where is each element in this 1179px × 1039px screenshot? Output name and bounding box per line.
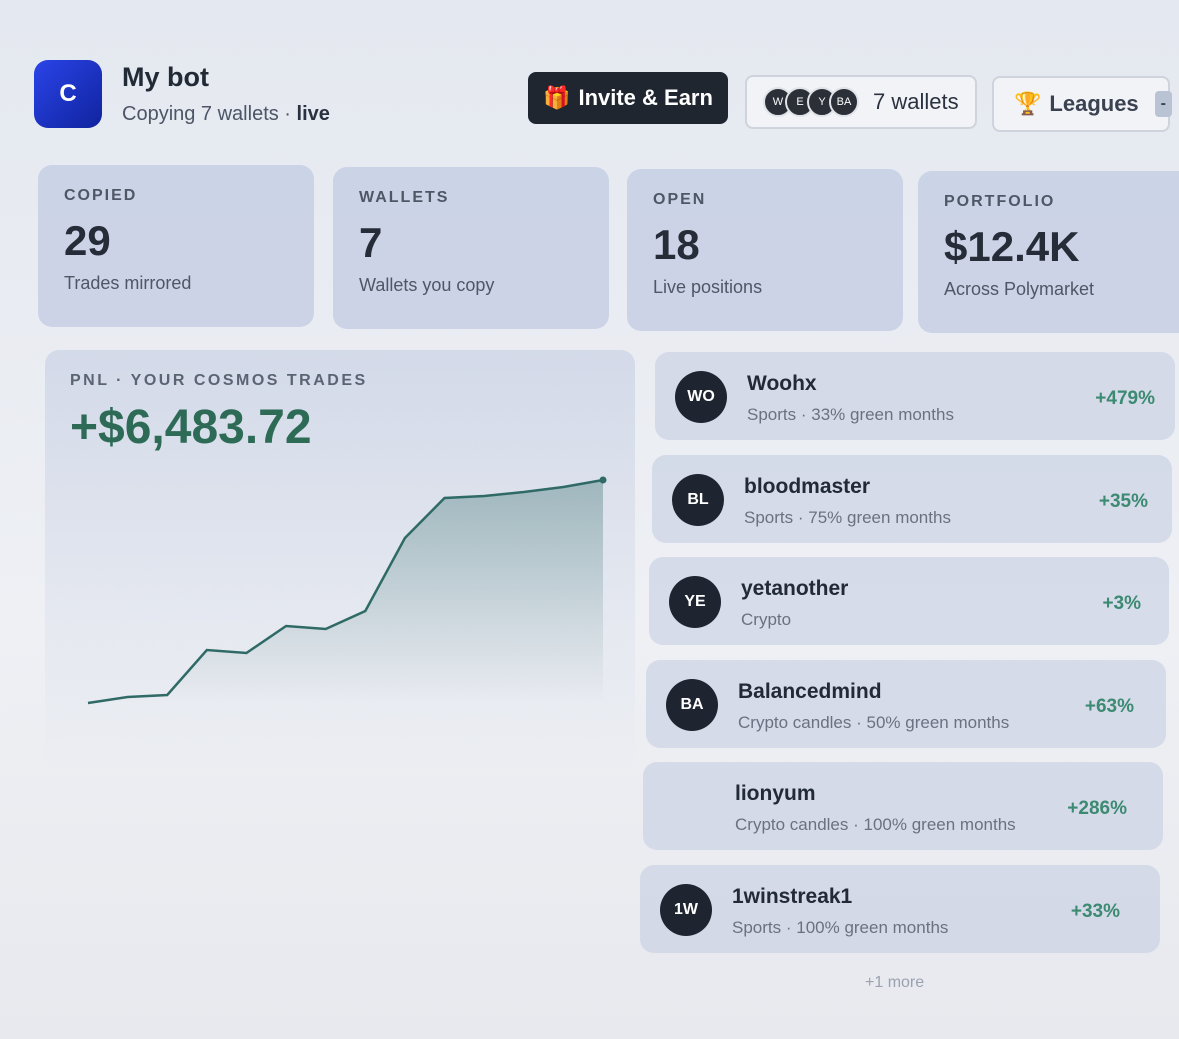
stat-caption: Live positions (653, 277, 763, 297)
wallet-name: yetanother (741, 577, 849, 600)
wallet-row[interactable]: WO Woohx Sports · 33% green months +479% (655, 352, 1175, 440)
stat-label: COPIED (64, 187, 138, 204)
wallet-return: +63% (1084, 695, 1134, 717)
wallets-label: 7 wallets (873, 89, 959, 114)
wallet-row[interactable]: YE yetanother Crypto +3% (649, 557, 1169, 645)
pnl-area (88, 480, 603, 703)
stat-card: OPEN 18 Live positions (627, 169, 903, 331)
wallet-avatar: WO (675, 371, 727, 423)
wallet-meta: Crypto candles · 100% green months (735, 815, 1016, 834)
bot-title: My bot (122, 62, 209, 92)
wallet-meta: Sports · 75% green months (744, 507, 951, 527)
more-link[interactable]: +1 more (865, 974, 925, 991)
logo: C (34, 60, 102, 128)
wallet-row[interactable]: BL bloodmaster Sports · 75% green months +3… (652, 454, 1172, 543)
wallet-return: +286% (1067, 798, 1127, 819)
wallet-row[interactable]: 1W 1winstreak1 Sports · 100% green months +… (640, 864, 1160, 953)
wallet-row[interactable]: BA Balancedmind Crypto candles · 50% green… (646, 659, 1166, 748)
stat-value: 18 (653, 221, 700, 268)
invite-label: Invite & Earn (578, 85, 713, 110)
stat-caption: Wallets you copy (359, 275, 495, 295)
pnl-end-point (599, 476, 607, 484)
status: live (296, 103, 330, 125)
wallet-avatar: BA (829, 87, 859, 117)
wallet-avatar: YE (669, 576, 721, 628)
wallet-return: +479% (1095, 388, 1155, 409)
stat-card: PORTFOLIO $12.4K Across Polymarket (918, 171, 1179, 333)
stat-caption: Trades mirrored (64, 273, 192, 293)
stat-card: COPIED 29 Trades mirrored (38, 165, 314, 327)
stat-value: 7 (359, 219, 383, 266)
wallet-name: 1winstreak1 (732, 884, 853, 908)
wallet-name: Balancedmind (738, 679, 882, 703)
wallet-meta: Crypto candles · 50% green months (738, 712, 1010, 732)
wallet-avatar: BL (672, 473, 724, 526)
stat-value: $12.4K (944, 223, 1080, 270)
wallet-return: +3% (1102, 593, 1141, 614)
wallet-meta: Sports · 100% green months (732, 917, 949, 937)
pnl-total: +$6,483.72 (70, 401, 312, 454)
subtitle-text: Copying 7 wallets · (122, 103, 291, 125)
wallet-meta: Sports · 33% green months (747, 405, 954, 424)
stat-label: OPEN (653, 191, 707, 208)
trophy-icon: 🏆 (1014, 91, 1042, 116)
wallet-name: Woohx (747, 372, 817, 395)
stat-label: PORTFOLIO (944, 193, 1056, 210)
subtitle: Copying 7 wallets · live (122, 103, 330, 126)
stat-value: 29 (64, 217, 111, 264)
wallet-name: lionyum (735, 782, 816, 805)
invite-button[interactable]: 🎁 Invite & Earn (528, 72, 728, 124)
pnl-title: PNL · YOUR COSMOS TRADES (70, 372, 368, 389)
wallet-row[interactable]: lionyum Crypto candles · 100% green month… (643, 762, 1163, 850)
pnl-chart (87, 476, 607, 705)
wallet-meta: Crypto (741, 610, 792, 629)
pnl-line (87, 478, 604, 705)
stat-card: WALLETS 7 Wallets you copy (333, 167, 609, 329)
wallets-button[interactable]: W E Y BA 7 wallets (745, 75, 977, 129)
leagues-button[interactable]: 🏆 Leagues - (992, 76, 1172, 132)
wallet-name: bloodmaster (744, 474, 871, 498)
wallet-return: +33% (1070, 900, 1120, 922)
leagues-label: Leagues (1049, 91, 1139, 116)
stat-label: WALLETS (359, 189, 450, 206)
gift-icon: 🎁 (543, 85, 571, 110)
wallet-avatars: W E Y BA (763, 87, 859, 117)
wallet-avatar: 1W (660, 883, 712, 936)
wallet-return: +35% (1098, 490, 1148, 512)
stat-caption: Across Polymarket (944, 279, 1095, 299)
wallet-avatar: BA (666, 678, 718, 731)
leagues-badge: - (1154, 91, 1172, 117)
